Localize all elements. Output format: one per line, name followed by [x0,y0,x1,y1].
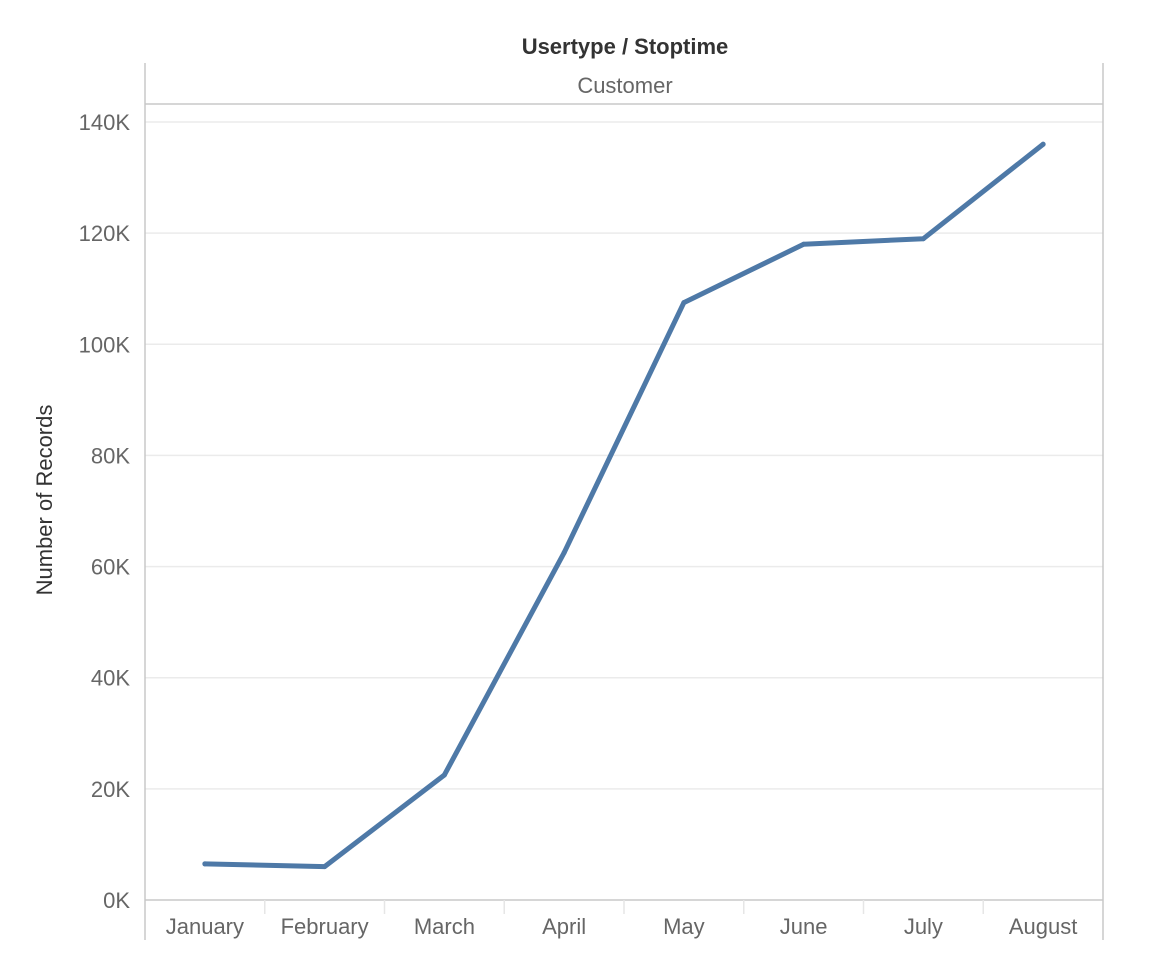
y-tick-label: 80K [91,443,130,468]
gridlines [145,121,1103,790]
data-point[interactable] [202,861,208,867]
data-point[interactable] [681,300,687,306]
y-axis-label: Number of Records [32,405,57,596]
series-layer [202,141,1046,870]
data-point[interactable] [1040,141,1046,147]
x-tick-label: January [166,914,244,939]
x-tick-label: February [281,914,369,939]
y-tick-label: 20K [91,777,130,802]
x-tick-label: May [663,914,705,939]
data-point[interactable] [322,864,328,870]
y-tick-label: 140K [79,110,131,135]
data-point[interactable] [561,550,567,556]
x-tick-label: April [542,914,586,939]
y-axis-ticks: 0K 20K 40K 60K 80K 100K 120K 140K [79,110,131,913]
plot-frame [144,63,1104,940]
y-tick-label: 40K [91,666,130,691]
data-point[interactable] [801,241,807,247]
y-tick-label: 60K [91,555,130,580]
x-tick-label: July [904,914,943,939]
x-tick-label: March [414,914,475,939]
series-line [202,141,1046,870]
x-axis-ticks: January February March April May June July Augu… [166,914,1078,939]
x-tick-label: June [780,914,828,939]
x-tick-label: August [1009,914,1078,939]
y-tick-label: 0K [103,888,130,913]
y-tick-label: 120K [79,221,131,246]
data-point[interactable] [441,772,447,778]
pane-header-label: Customer [577,73,672,98]
y-tick-label: 100K [79,332,131,357]
chart-title: Usertype / Stoptime [522,34,729,59]
data-point[interactable] [920,236,926,242]
